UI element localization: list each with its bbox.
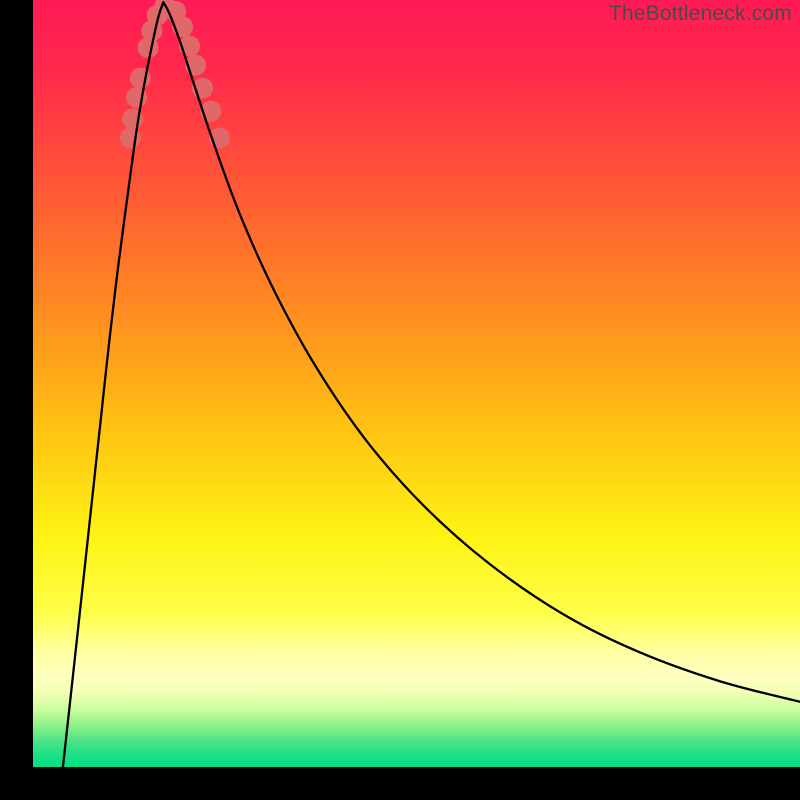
data-point bbox=[120, 128, 141, 149]
left-branch-curve bbox=[63, 2, 163, 767]
plot-area: TheBottleneck.com bbox=[33, 0, 800, 767]
right-branch-curve bbox=[163, 2, 800, 702]
watermark-text: TheBottleneck.com bbox=[609, 2, 792, 26]
bottleneck-curve bbox=[33, 0, 800, 767]
chart-root: TheBottleneck.com bbox=[0, 0, 800, 800]
